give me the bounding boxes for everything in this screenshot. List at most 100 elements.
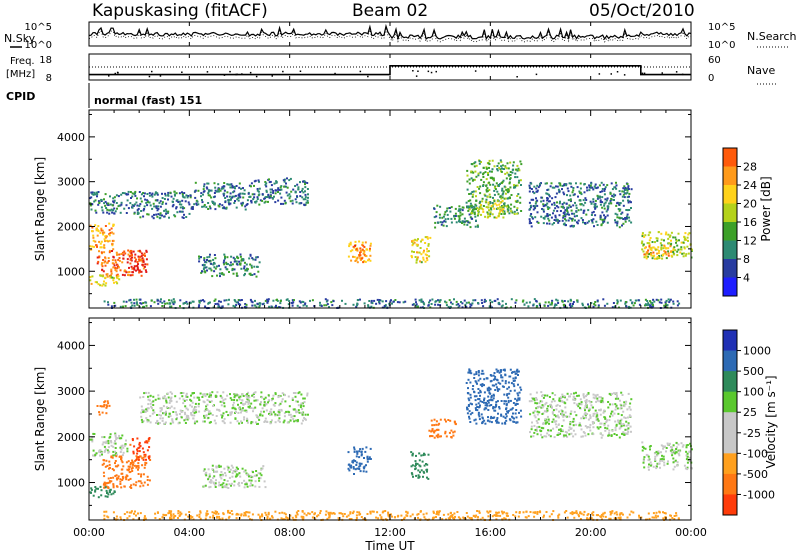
velocity-cell <box>512 402 515 404</box>
power-cell <box>257 190 260 193</box>
power-cell <box>277 188 280 191</box>
power-cell <box>538 302 541 305</box>
velocity-cell <box>615 404 618 407</box>
power-cell <box>653 254 656 257</box>
power-cell <box>422 251 425 254</box>
power-cell <box>520 210 523 212</box>
power-cell <box>228 203 231 206</box>
velocity-cell <box>684 467 687 470</box>
velocity-cell <box>453 517 456 520</box>
velocity-cell <box>477 374 480 377</box>
power-cell <box>549 185 552 188</box>
velocity-cell <box>145 417 148 420</box>
power-cell <box>390 299 392 302</box>
power-cell <box>105 236 107 239</box>
power-cell <box>304 196 307 199</box>
power-cell <box>388 302 391 305</box>
velocity-cell <box>311 511 314 514</box>
velocity-cell <box>513 389 516 392</box>
velocity-cell <box>127 465 130 468</box>
power-cell <box>150 193 153 196</box>
power-cell <box>134 194 137 197</box>
velocity-cell <box>546 394 549 397</box>
power-cell <box>623 196 626 199</box>
velocity-cell <box>575 423 578 426</box>
power-cell <box>647 302 650 305</box>
velocity-cell <box>411 473 414 476</box>
power-cell <box>449 305 452 308</box>
power-cell <box>89 224 92 227</box>
power-cell <box>216 265 218 268</box>
power-cell <box>307 193 309 196</box>
power-cell <box>91 191 94 194</box>
velocity-cell <box>627 423 630 426</box>
velocity-cell <box>452 516 454 519</box>
velocity-cell <box>516 368 519 371</box>
nave-dot <box>299 70 302 72</box>
power-cell <box>573 212 576 215</box>
velocity-cell <box>619 419 622 422</box>
velocity-cell <box>94 454 97 456</box>
power-cell <box>501 181 504 183</box>
velocity-cell <box>248 475 250 478</box>
velocity-cell <box>505 400 507 403</box>
power-cell <box>135 298 138 301</box>
nave-dot <box>435 70 437 73</box>
velocity-cell <box>185 394 188 397</box>
velocity-cell <box>629 425 632 428</box>
power-cell <box>98 240 101 243</box>
power-cell <box>615 181 617 184</box>
velocity-cell <box>602 401 605 404</box>
velocity-cell <box>131 470 134 472</box>
power-cell <box>103 238 106 241</box>
velocity-cell <box>535 428 538 431</box>
velocity-cell <box>107 493 110 496</box>
velocity-cell <box>141 421 144 424</box>
power-cell <box>544 301 547 304</box>
velocity-cell <box>516 403 519 405</box>
power-cell <box>683 246 686 249</box>
velocity-cell <box>175 411 177 414</box>
velocity-cell <box>170 396 173 399</box>
power-cell <box>146 263 149 266</box>
power-cell <box>485 166 488 169</box>
velocity-cell <box>228 483 231 486</box>
power-cell <box>99 284 102 287</box>
freq-tick-top: 18 <box>39 55 52 66</box>
power-cell <box>219 268 222 271</box>
power-cell <box>231 186 234 189</box>
velocity-cell <box>512 380 515 382</box>
power-cell <box>244 205 247 208</box>
power-cell <box>229 202 232 205</box>
power-cell <box>238 186 241 189</box>
velocity-cell <box>508 386 510 389</box>
power-cell <box>676 300 679 303</box>
power-cell <box>352 303 355 306</box>
power-cell <box>92 236 95 239</box>
power-cell <box>108 239 111 242</box>
power-cell <box>332 300 335 303</box>
power-cell <box>489 213 492 215</box>
velocity-cell <box>232 404 235 406</box>
power-cell <box>505 167 508 170</box>
power-cell <box>520 184 522 186</box>
velocity-cell <box>110 440 112 442</box>
velocity-cell <box>491 399 494 402</box>
nave-dot <box>610 73 612 75</box>
nave-dot <box>159 75 162 77</box>
velocity-cell <box>533 399 536 402</box>
velocity-cell <box>601 397 604 400</box>
velocity-cell <box>561 414 564 417</box>
velocity-cell <box>627 430 630 433</box>
velocity-cell <box>457 516 460 519</box>
velocity-cell <box>347 467 350 470</box>
velocity-cell <box>643 456 646 459</box>
velocity-cell <box>369 510 372 513</box>
power-cell <box>217 305 220 308</box>
velocity-cell <box>129 443 132 446</box>
power-cell <box>219 275 221 278</box>
power-cell <box>556 299 559 302</box>
velocity-cell <box>358 468 361 470</box>
velocity-cell <box>541 406 544 409</box>
power-cell <box>537 221 540 224</box>
